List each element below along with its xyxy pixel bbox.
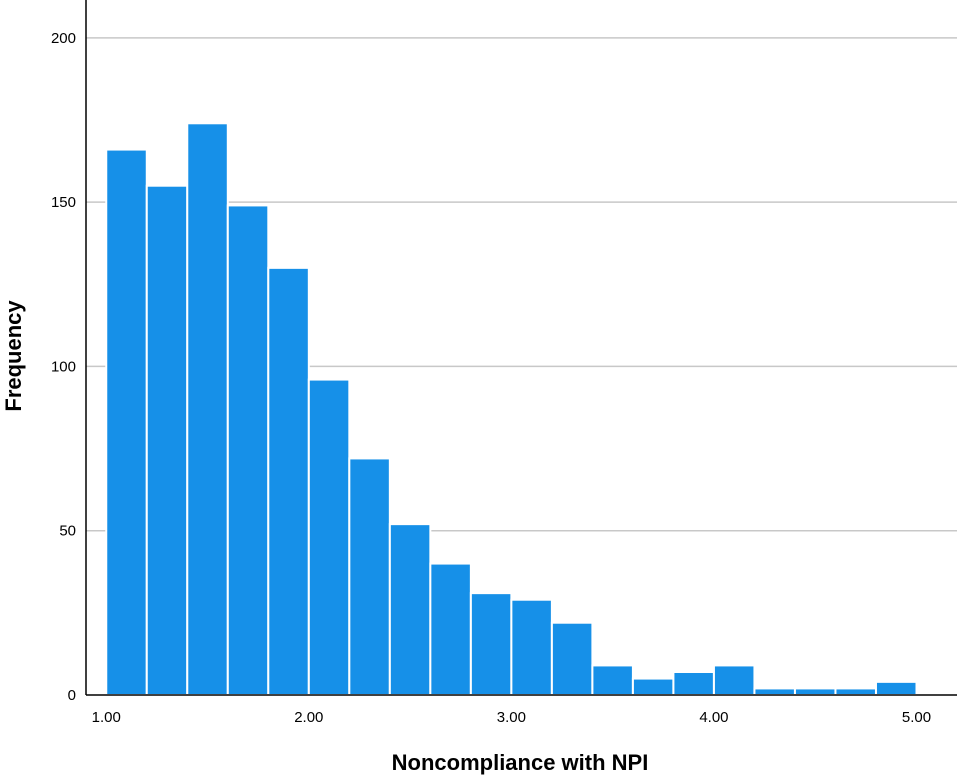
x-tick-label: 2.00 bbox=[294, 709, 323, 726]
histogram-bar bbox=[793, 687, 837, 697]
x-tick-label: 3.00 bbox=[497, 709, 526, 726]
y-tick-label: 150 bbox=[51, 194, 76, 211]
histogram-bar bbox=[753, 687, 796, 697]
y-tick-label: 200 bbox=[51, 30, 76, 47]
tick-labels: 0 50 100 150 200 1.00 2.00 3.00 4.00 5.00 bbox=[51, 30, 931, 726]
x-tick-label: 1.00 bbox=[92, 709, 121, 726]
histogram-bar bbox=[307, 378, 351, 696]
histogram-bar bbox=[834, 687, 877, 697]
histogram-bar bbox=[550, 621, 594, 697]
x-axis-title: Noncompliance with NPI bbox=[392, 750, 649, 775]
histogram-bar bbox=[186, 122, 229, 697]
y-tick-label: 0 bbox=[68, 687, 76, 704]
histogram-bars bbox=[105, 122, 918, 697]
histogram-bar bbox=[429, 562, 472, 696]
histogram-bar bbox=[591, 664, 634, 697]
histogram-bar bbox=[712, 664, 756, 697]
histogram-bar bbox=[348, 457, 391, 696]
y-tick-label: 50 bbox=[59, 523, 76, 540]
histogram-bar bbox=[510, 598, 553, 697]
histogram-bar bbox=[226, 204, 270, 697]
x-tick-label: 4.00 bbox=[699, 709, 728, 726]
histogram-bar bbox=[672, 671, 715, 696]
axes bbox=[85, 0, 957, 696]
y-axis-title: Frequency bbox=[1, 300, 26, 412]
histogram-bar bbox=[145, 184, 189, 696]
histogram-bar bbox=[874, 680, 918, 696]
y-tick-label: 100 bbox=[51, 358, 76, 375]
histogram-bar bbox=[105, 148, 148, 697]
x-tick-label: 5.00 bbox=[902, 709, 931, 726]
histogram-bar bbox=[388, 523, 432, 697]
histogram-bar bbox=[469, 592, 513, 697]
histogram-bar bbox=[267, 266, 310, 696]
histogram-bar bbox=[631, 677, 675, 696]
